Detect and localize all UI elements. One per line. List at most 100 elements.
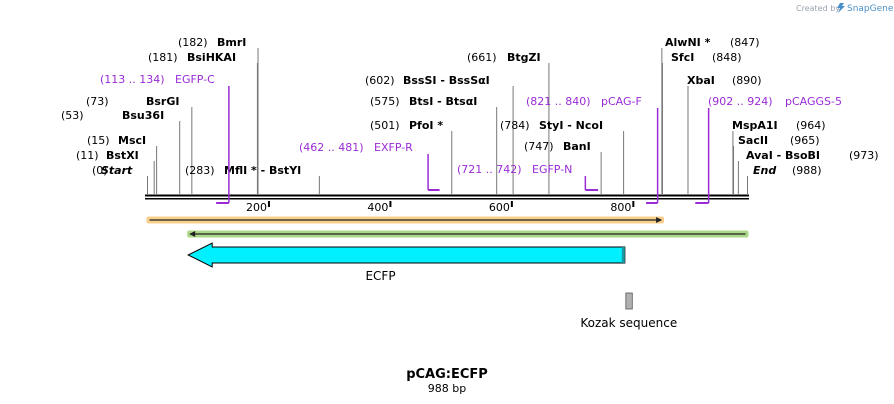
primer-name: EGFP-N	[532, 163, 572, 176]
primer[interactable]: (462 .. 481) EXFP-R	[299, 141, 440, 191]
site-position: (53)	[61, 109, 84, 122]
restriction-site[interactable]: (0)Start	[92, 164, 133, 177]
site-position: (575)	[370, 95, 400, 108]
site-name: StyI - NcoI	[539, 119, 603, 132]
restriction-site[interactable]: (15) MscI	[87, 134, 146, 147]
axis-tick-label: 200	[246, 201, 267, 214]
site-name: SacII	[738, 134, 768, 147]
features: ECFP Kozak sequence	[187, 242, 677, 330]
restriction-site[interactable]: (11) BstXI	[76, 149, 139, 162]
backbone	[145, 194, 749, 200]
axis-tick-label: 400	[367, 201, 388, 214]
site-name: BsiHKAI	[187, 51, 236, 64]
site-labels: (0)Start (11) BstXI (15) MscI (53) Bsu36I (73) B…	[61, 36, 879, 177]
restriction-site[interactable]: (661) BtgZI	[467, 51, 541, 64]
primer-range: (821 .. 840)	[526, 95, 591, 108]
backbone-strand-bottom	[145, 198, 749, 200]
site-name: MscI	[118, 134, 146, 147]
site-position: (602)	[365, 74, 395, 87]
primer-name: pCAGGS-5	[785, 95, 842, 108]
plasmid-size: 988 bp	[428, 382, 466, 395]
primer[interactable]: (721 .. 742) EGFP-N	[457, 163, 599, 191]
site-position: (501)	[370, 119, 400, 132]
app-name: SnapGene	[847, 4, 894, 14]
site-position: (848)	[712, 51, 742, 64]
restriction-site[interactable]: (182) BmrI	[178, 36, 246, 49]
restriction-site[interactable]: (501) PfoI *	[370, 119, 443, 132]
site-name: SfcI	[671, 51, 694, 64]
axis-ticks: 200 400 600 800	[246, 201, 635, 214]
site-position: (182)	[178, 36, 208, 49]
site-position: (965)	[790, 134, 820, 147]
restriction-site[interactable]: SacII (965)	[738, 134, 820, 147]
orange-track[interactable]	[146, 216, 665, 224]
restriction-site[interactable]: (73) BsrGI	[86, 95, 179, 108]
site-position: (747)	[524, 140, 554, 153]
restriction-site[interactable]: SfcI (848)	[671, 51, 742, 64]
ecfp-feature[interactable]: ECFP	[187, 242, 626, 283]
restriction-site[interactable]: (181) BsiHKAI	[148, 51, 236, 64]
primer-name: pCAG-F	[601, 95, 642, 108]
site-position: (73)	[86, 95, 109, 108]
primer[interactable]: (902 .. 924) pCAGGS-5	[695, 95, 842, 204]
restriction-site[interactable]: End (988)	[753, 164, 822, 177]
kozak-label: Kozak sequence	[580, 316, 677, 330]
restriction-site[interactable]: MspA1I (964)	[732, 119, 826, 132]
kozak-box	[625, 292, 633, 310]
site-name: BtsI - BtsαI	[409, 95, 477, 108]
restriction-site[interactable]: XbaI (890)	[687, 74, 762, 87]
snapgene-credit: Created by SnapGene	[796, 3, 894, 14]
ecfp-end-cap	[621, 247, 625, 263]
axis-tick-label: 800	[610, 201, 631, 214]
credit-text: Created by	[796, 4, 840, 13]
site-name: MflI * - BstYI	[224, 164, 301, 177]
site-name: End	[753, 164, 776, 177]
site-name: BsrGI	[146, 95, 179, 108]
primer-range: (721 .. 742)	[457, 163, 522, 176]
site-position: (181)	[148, 51, 178, 64]
site-name: AlwNI *	[665, 36, 711, 49]
site-name: BtgZI	[507, 51, 541, 64]
primer[interactable]: (113 .. 134) EGFP-C	[100, 73, 230, 204]
site-position: (847)	[730, 36, 760, 49]
primer-name: EGFP-C	[175, 73, 215, 86]
site-name: Start	[101, 164, 133, 177]
restriction-site[interactable]: (784) StyI - NcoI	[500, 119, 603, 132]
site-position: (988)	[792, 164, 822, 177]
track-arrowhead-icon	[656, 217, 663, 223]
primer-range: (113 .. 134)	[100, 73, 165, 86]
site-position: (11)	[76, 149, 99, 162]
site-position: (964)	[796, 119, 826, 132]
restriction-site[interactable]: (602) BssSI - BssSαI	[365, 74, 490, 87]
snapgene-logo-icon	[837, 3, 845, 13]
site-position: (283)	[185, 164, 215, 177]
primer-range: (462 .. 481)	[299, 141, 364, 154]
site-name: MspA1I	[732, 119, 778, 132]
site-name: PfoI *	[409, 119, 443, 132]
restriction-site[interactable]: (53) Bsu36I	[61, 109, 164, 122]
plasmid-title: pCAG:ECFP	[406, 367, 488, 382]
track-arrowhead-icon	[189, 231, 196, 237]
green-track[interactable]	[187, 230, 749, 238]
site-name: Bsu36I	[122, 109, 164, 122]
site-position: (661)	[467, 51, 497, 64]
site-position: (973)	[849, 149, 879, 162]
site-name: BmrI	[217, 36, 246, 49]
restriction-site[interactable]: (283) MflI * - BstYI	[185, 164, 301, 177]
backbone-strand-top	[145, 194, 749, 197]
primer-name: EXFP-R	[374, 141, 413, 154]
restriction-site[interactable]: AlwNI * (847)	[665, 36, 760, 49]
primer-range: (902 .. 924)	[708, 95, 773, 108]
site-position: (0)	[92, 164, 108, 177]
primer[interactable]: (821 .. 840) pCAG-F	[526, 95, 659, 204]
site-position: (15)	[87, 134, 110, 147]
site-name: XbaI	[687, 74, 715, 87]
restriction-site[interactable]: (575) BtsI - BtsαI	[370, 95, 477, 108]
restriction-site[interactable]: (747) BanI	[524, 140, 591, 153]
site-position: (890)	[732, 74, 762, 87]
site-lines	[147, 48, 748, 194]
kozak-feature[interactable]: Kozak sequence	[580, 292, 677, 330]
site-name: AvaI - BsoBI	[746, 149, 820, 162]
restriction-site[interactable]: AvaI - BsoBI (973)	[746, 149, 879, 162]
